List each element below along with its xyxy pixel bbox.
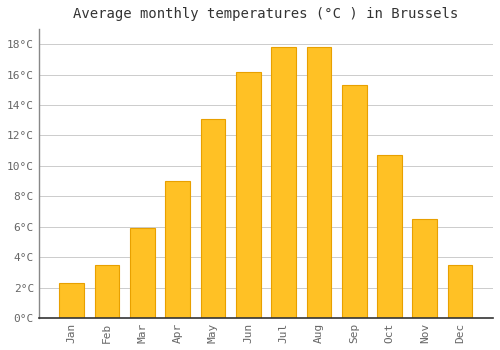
Bar (94, 265, 120, 318)
Bar (377, 155, 402, 318)
Bar (448, 265, 472, 318)
Bar (60, 283, 84, 318)
Bar (342, 85, 366, 318)
Bar (200, 119, 226, 318)
Bar (236, 72, 260, 318)
Bar (412, 219, 437, 318)
Bar (166, 181, 190, 318)
Title: Average monthly temperatures (°C ) in Brussels: Average monthly temperatures (°C ) in Br… (74, 7, 458, 21)
Bar (271, 47, 296, 318)
Bar (306, 47, 331, 318)
Bar (130, 228, 155, 318)
